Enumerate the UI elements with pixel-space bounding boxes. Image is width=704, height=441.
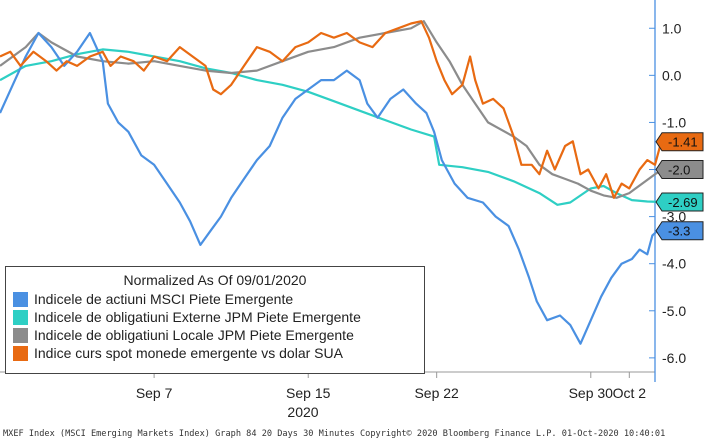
legend-item: Indice curs spot monede emergente vs dol…: [6, 344, 424, 362]
y-tick-label: -4.0: [662, 256, 686, 272]
value-tag-label: -1.41: [668, 135, 698, 150]
value-tag-label: -2.0: [668, 163, 690, 178]
value-tag: [655, 160, 704, 180]
legend-title: Normalized As Of 09/01/2020: [123, 272, 307, 288]
legend-label: Indicele de obligatiuni Externe JPM Piet…: [34, 309, 361, 325]
x-tick-label: Sep 30: [569, 385, 614, 401]
legend-swatch: [13, 327, 28, 343]
y-tick-label: 1.0: [662, 20, 682, 36]
legend-swatch: [13, 291, 28, 307]
value-tag-label: -3.3: [668, 224, 690, 239]
y-tick-label: -3.0: [662, 209, 686, 225]
value-tag: [655, 192, 704, 212]
series-line: [0, 20, 664, 199]
legend-item: Indicele de obligatiuni Locale JPM Piete…: [6, 326, 424, 344]
x-axis-label: 2020: [287, 404, 318, 420]
y-tick-label: 0.0: [662, 67, 682, 83]
x-tick-label: Sep 22: [414, 385, 459, 401]
legend-swatch: [13, 309, 28, 325]
x-tick-label: Oct 2: [613, 385, 647, 401]
legend-label: Indicele de obligatiuni Locale JPM Piete…: [34, 327, 354, 343]
chart-legend: Normalized As Of 09/01/2020 Indicele de …: [5, 266, 425, 374]
y-tick-label: -1.0: [662, 114, 686, 130]
x-tick-label: Sep 7: [136, 385, 173, 401]
legend-label: Indicele de actiuni MSCI Piete Emergente: [34, 291, 294, 307]
series-line: [0, 20, 664, 199]
value-tag: [655, 132, 704, 152]
legend-swatch: [13, 345, 28, 361]
legend-item: Indicele de actiuni MSCI Piete Emergente: [6, 290, 424, 308]
x-tick-label: Sep 15: [286, 385, 331, 401]
legend-label: Indice curs spot monede emergente vs dol…: [34, 345, 343, 361]
value-tag-label: -2.69: [668, 195, 698, 210]
value-tag: [655, 221, 704, 241]
x-axis-ticks: Sep 7 Sep 15 Sep 22 Sep 30 Oct 2: [136, 372, 646, 401]
series-line: [0, 31, 663, 345]
legend-item: Indicele de obligatiuni Externe JPM Piet…: [6, 308, 424, 326]
series-line: [0, 48, 663, 206]
y-tick-label: -6.0: [662, 350, 686, 366]
y-tick-label: -5.0: [662, 303, 686, 319]
footer-text: MXEF Index (MSCI Emerging Markets Index)…: [3, 429, 665, 439]
last-value-tags: -3.3 -2.69 -2.0 -1.41: [655, 132, 704, 241]
series-layer: [0, 20, 664, 345]
y-axis-ticks: 1.00.0-1.0-2.0-3.0-4.0-5.0-6.0: [649, 20, 686, 366]
